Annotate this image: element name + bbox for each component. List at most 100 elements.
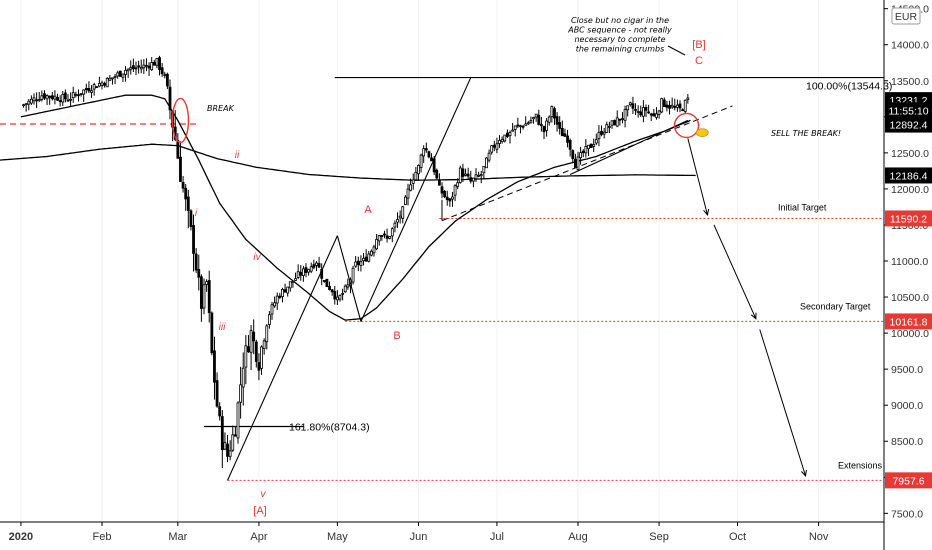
candle-body	[61, 94, 65, 103]
candle-body	[299, 271, 303, 276]
candle-body	[58, 100, 62, 103]
candle-body	[359, 261, 363, 266]
candle-body	[427, 151, 431, 158]
candle-body	[634, 109, 637, 111]
candle-body	[312, 264, 316, 268]
annotation-pointer	[667, 45, 686, 56]
candle-body	[45, 95, 49, 100]
candle-body	[665, 104, 669, 108]
candle-body	[291, 280, 295, 283]
price-tag-label: 11:55:10	[888, 105, 928, 117]
candle-body	[362, 257, 365, 262]
candle-body	[558, 122, 562, 129]
candle-body	[555, 116, 559, 125]
candle-body	[406, 188, 410, 199]
candle-body	[118, 70, 122, 77]
candle-body	[440, 186, 444, 194]
candle-body	[477, 174, 481, 177]
candle-body	[511, 129, 515, 132]
candle-body	[563, 133, 567, 137]
candle-body	[241, 367, 245, 388]
candle-body	[131, 65, 135, 70]
candle-body	[668, 104, 671, 109]
currency-label: EUR	[895, 11, 918, 23]
candle-body	[539, 124, 543, 126]
price-tag-label: 11590.2	[890, 213, 927, 225]
y-tick-label: 10500.0	[891, 292, 929, 304]
candle-body	[537, 114, 541, 125]
y-tick-label: 9000.0	[891, 400, 923, 412]
candle-body	[469, 177, 473, 182]
candle-body	[560, 128, 564, 137]
candle-body	[249, 330, 253, 353]
candle-body	[411, 179, 415, 184]
candle-body	[87, 87, 91, 92]
candle-body	[621, 118, 624, 121]
candle-body	[474, 174, 478, 180]
arrow-secondary-target	[713, 224, 757, 319]
candle-body	[213, 350, 216, 383]
candle-body	[296, 271, 300, 278]
annotation-line: ABC sequence - not really	[567, 26, 672, 35]
candle-body	[53, 95, 57, 100]
fib-100-label: 100.00%(13544.3)	[806, 81, 892, 93]
candle-body	[341, 293, 345, 295]
candle-body	[576, 156, 580, 170]
candle-body	[145, 64, 148, 67]
arrow-extensions	[759, 329, 807, 477]
candle-body	[56, 96, 59, 101]
pointing-hand-icon	[695, 128, 709, 138]
candle-body	[165, 73, 169, 87]
annotation-line: necessary to complete	[574, 35, 665, 44]
arrow-initial-target-head	[703, 208, 710, 216]
price-tag	[885, 472, 932, 489]
candle-body	[579, 152, 583, 158]
candle-body	[636, 110, 640, 113]
candle-body	[430, 157, 433, 162]
candle-body	[508, 132, 512, 137]
currency-box	[891, 7, 921, 25]
candle-body	[602, 131, 606, 135]
x-tick-label: Sep	[649, 531, 669, 543]
candle-body	[74, 93, 78, 96]
candle-body	[383, 233, 386, 236]
y-tick-label: 9500.0	[891, 364, 923, 376]
annotations-layer: 100.00%(13544.3) 161.80%(8704.3) BREAK SELL…	[195, 16, 893, 517]
moving-average-short	[20, 94, 691, 321]
candle-body	[686, 97, 690, 100]
candle-body	[142, 64, 146, 69]
candle-body	[100, 82, 104, 86]
candle-body	[32, 97, 36, 102]
candle-body	[189, 210, 193, 227]
break-label: BREAK	[207, 104, 235, 113]
annotation-line: the remaining crumbs	[576, 45, 665, 54]
candle-body	[683, 99, 687, 112]
wave-label-iii: iii	[219, 322, 226, 333]
candle-body	[516, 124, 520, 127]
wave-label-iv: iv	[253, 252, 261, 263]
candle-body	[262, 340, 266, 349]
candle-body	[597, 131, 601, 139]
candle-body	[267, 314, 271, 325]
wave-label-v: v	[261, 489, 267, 500]
candle-body	[22, 104, 25, 107]
x-tick-label: Oct	[729, 531, 746, 543]
candle-body	[95, 86, 99, 89]
candle-body	[192, 225, 195, 254]
candle-body	[150, 62, 154, 71]
candle-body	[307, 269, 311, 273]
candle-body	[29, 98, 33, 104]
candle-body	[97, 83, 101, 87]
candle-body	[487, 152, 491, 161]
candle-body	[139, 66, 143, 70]
candle-body	[652, 113, 656, 117]
x-tick-label: May	[327, 531, 348, 543]
arrow-initial-target	[687, 138, 708, 215]
candle-body	[220, 416, 224, 451]
candle-body	[158, 57, 161, 70]
candle-body	[443, 190, 447, 198]
candle-body	[448, 198, 452, 202]
candle-body	[226, 443, 229, 457]
candle-body	[573, 158, 577, 168]
